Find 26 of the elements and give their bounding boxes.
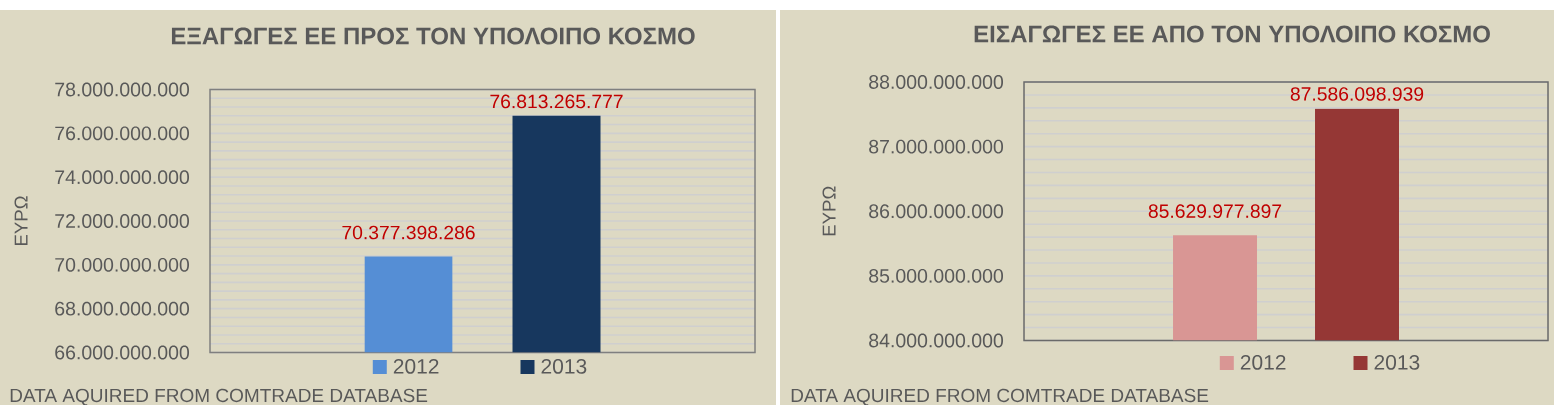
legend-label: 2013 bbox=[541, 358, 587, 374]
y-tick-label: 85.000.000.000 bbox=[869, 268, 1004, 283]
y-tick-label: 66.000.000.000 bbox=[55, 345, 190, 360]
legend-label: 2012 bbox=[393, 358, 439, 374]
y-tick-label: 87.000.000.000 bbox=[869, 139, 1004, 154]
legend-label: 2013 bbox=[1374, 354, 1420, 370]
y-tick-label: 88.000.000.000 bbox=[869, 75, 1004, 89]
data-label: 87.586.098.939 bbox=[1290, 87, 1424, 101]
y-tick-label: 68.000.000.000 bbox=[55, 301, 190, 316]
y-tick-label: 72.000.000.000 bbox=[55, 214, 190, 228]
y-tick-label: 76.000.000.000 bbox=[55, 126, 190, 141]
y-tick-label: 84.000.000.000 bbox=[869, 333, 1004, 348]
chart-title: ΕΙΣΑΓΩΓΕΣ ΕΕ ΑΠΟ ΤΟΝ ΥΠΟΛΟΙΠΟ ΚΟΣΜΟ bbox=[974, 25, 1490, 43]
legend-label: 2012 bbox=[1240, 354, 1286, 370]
text: DATA AQUIRED FROM COMTRADE DATABASE bbox=[10, 388, 428, 405]
y-axis-title: ΕΥΡΩ bbox=[822, 186, 836, 236]
y-tick-label: 74.000.000.000 bbox=[55, 170, 190, 185]
text: DATA AQUIRED FROM COMTRADE DATABASE bbox=[791, 388, 1209, 405]
data-label: 76.813.265.777 bbox=[490, 94, 623, 109]
y-tick-label: 78.000.000.000 bbox=[55, 82, 190, 97]
y-tick-label: 70.000.000.000 bbox=[55, 257, 190, 272]
y-axis-title: ΕΥΡΩ bbox=[14, 196, 28, 246]
chart-title: ΕΞΑΓΩΓΕΣ ΕΕ ΠΡΟΣ ΤΟΝ ΥΠΟΛΟΙΠΟ ΚΟΣΜΟ bbox=[171, 27, 695, 45]
data-label: 85.629.977.897 bbox=[1148, 204, 1282, 218]
y-tick-label: 86.000.000.000 bbox=[869, 204, 1004, 219]
data-label: 70.377.398.286 bbox=[342, 225, 475, 240]
